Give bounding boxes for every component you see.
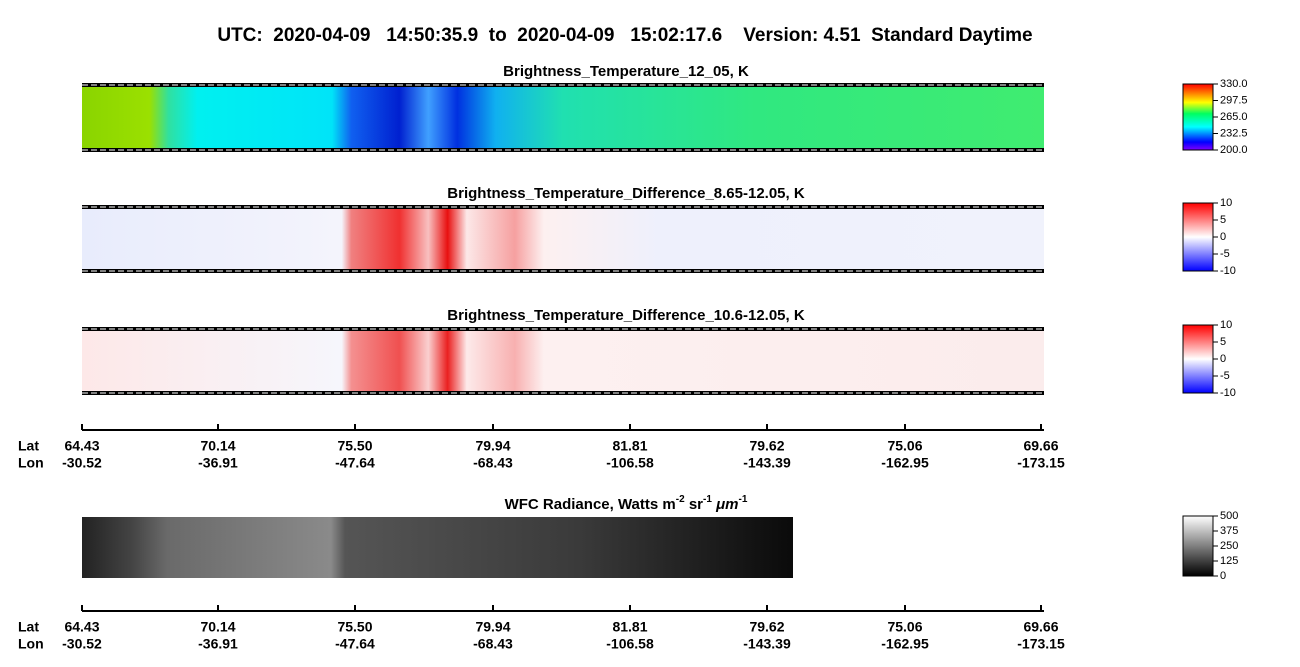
colorbar-label: 297.5 — [1220, 94, 1248, 106]
lon-label: -143.39 — [743, 636, 791, 652]
lon-label: -36.91 — [198, 636, 238, 652]
colorbar-label: 10 — [1220, 319, 1232, 331]
lon-label: -162.95 — [881, 636, 929, 652]
colorbar-label: -5 — [1220, 248, 1230, 260]
title-part: WFC Radiance, Watts m — [505, 496, 676, 513]
title-part: -1 — [738, 494, 747, 505]
colorbar-label: -10 — [1220, 265, 1236, 277]
lat-label: 75.50 — [337, 619, 372, 635]
lat-label: 69.66 — [1023, 438, 1058, 454]
lon-label: -68.43 — [473, 455, 513, 471]
colorbar — [1182, 202, 1214, 272]
colorbar — [1182, 324, 1214, 394]
lon-label: -106.58 — [606, 455, 654, 471]
page-title: UTC: 2020-04-09 14:50:35.9 to 2020-04-09… — [217, 25, 1032, 46]
lat-label: 79.94 — [475, 438, 510, 454]
title-part: μm — [715, 496, 738, 513]
colorbar-label: 250 — [1220, 540, 1238, 552]
axis-row-label: Lon — [18, 455, 44, 471]
colorbar — [1182, 83, 1214, 151]
image-strip — [82, 207, 1044, 271]
title-part: -2 — [676, 494, 685, 505]
lat-label: 64.43 — [64, 438, 99, 454]
colorbar-label: -5 — [1220, 370, 1230, 382]
panel-title: Brightness_Temperature_Difference_10.6-1… — [447, 307, 805, 324]
colorbar-label: 5 — [1220, 214, 1226, 226]
lon-label: -47.64 — [335, 455, 375, 471]
image-strip — [82, 329, 1044, 393]
lat-label: 79.62 — [749, 438, 784, 454]
colorbar — [1182, 515, 1214, 577]
lat-label: 81.81 — [612, 438, 647, 454]
title-part: -1 — [703, 494, 712, 505]
lat-label: 75.50 — [337, 438, 372, 454]
colorbar-label: 232.5 — [1220, 127, 1248, 139]
lon-label: -36.91 — [198, 455, 238, 471]
image-strip — [82, 517, 793, 578]
lat-label: 70.14 — [200, 438, 235, 454]
lat-label: 75.06 — [887, 438, 922, 454]
lat-label: 70.14 — [200, 619, 235, 635]
lat-label: 79.94 — [475, 619, 510, 635]
colorbar-label: 265.0 — [1220, 111, 1248, 123]
lon-label: -30.52 — [62, 455, 102, 471]
axis-row-label: Lon — [18, 636, 44, 652]
colorbar-label: 500 — [1220, 510, 1238, 522]
colorbar-label: 125 — [1220, 555, 1238, 567]
panel-title: WFC Radiance, Watts m-2 sr-1 μm-1 — [505, 494, 748, 513]
lon-label: -68.43 — [473, 636, 513, 652]
title-part: sr — [685, 496, 704, 513]
lat-label: 81.81 — [612, 619, 647, 635]
colorbar-label: 0 — [1220, 570, 1226, 582]
lat-label: 79.62 — [749, 619, 784, 635]
image-strip — [82, 85, 1044, 150]
lon-label: -173.15 — [1017, 455, 1065, 471]
lat-label: 64.43 — [64, 619, 99, 635]
panel-title: Brightness_Temperature_Difference_8.65-1… — [447, 185, 805, 202]
axis-row-label: Lat — [18, 619, 39, 635]
colorbar-label: 0 — [1220, 231, 1226, 243]
lat-label: 75.06 — [887, 619, 922, 635]
colorbar-label: 10 — [1220, 197, 1232, 209]
axis-row-label: Lat — [18, 438, 39, 454]
colorbar-label: 5 — [1220, 336, 1226, 348]
lon-label: -173.15 — [1017, 636, 1065, 652]
panel-title: Brightness_Temperature_12_05, K — [503, 63, 749, 80]
lon-label: -143.39 — [743, 455, 791, 471]
colorbar-label: 375 — [1220, 525, 1238, 537]
lon-label: -106.58 — [606, 636, 654, 652]
colorbar-label: 330.0 — [1220, 78, 1248, 90]
colorbar-label: 200.0 — [1220, 144, 1248, 156]
lon-label: -30.52 — [62, 636, 102, 652]
lon-label: -162.95 — [881, 455, 929, 471]
lat-label: 69.66 — [1023, 619, 1058, 635]
colorbar-label: -10 — [1220, 387, 1236, 399]
colorbar-label: 0 — [1220, 353, 1226, 365]
lon-label: -47.64 — [335, 636, 375, 652]
